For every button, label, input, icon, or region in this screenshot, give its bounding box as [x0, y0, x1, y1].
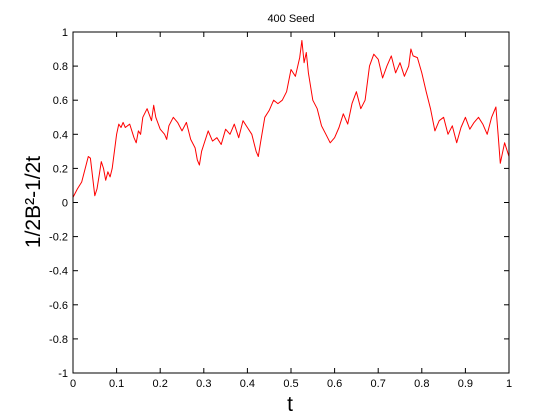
x-tick-label: 0.8: [414, 378, 429, 390]
chart-title: 400 Seed: [267, 13, 314, 25]
series-line: [72, 40, 510, 198]
x-tick-label: 0.6: [327, 378, 342, 390]
x-tick-label: 0.7: [371, 378, 386, 390]
x-tick-label: 0.9: [458, 378, 473, 390]
y-tick-label: -0.6: [49, 300, 68, 312]
y-tick-label: 0.8: [53, 61, 68, 73]
x-tick-label: 0.3: [196, 378, 211, 390]
x-tick-label: 0.4: [240, 378, 255, 390]
y-tick-label: 1: [62, 27, 68, 39]
x-tick-label: 0.1: [109, 378, 124, 390]
y-tick-label: 0: [62, 198, 68, 210]
y-tick-label: -1: [58, 368, 68, 380]
y-tick-label: -0.4: [49, 266, 68, 278]
x-tick-label: 0.2: [153, 378, 168, 390]
y-tick-label: 0.6: [53, 95, 68, 107]
x-axis-title: t: [287, 393, 293, 416]
x-tick-label: 0.5: [283, 378, 298, 390]
series-layer: [72, 40, 510, 198]
y-axis-title: 1/2B²-1/2t: [22, 156, 45, 248]
y-tick-label: 0.2: [53, 163, 68, 175]
plot-area: [73, 32, 509, 373]
x-tick-label: 0: [70, 378, 76, 390]
x-tick-label: 1: [506, 378, 512, 390]
y-tick-label: 0.4: [53, 129, 68, 141]
y-tick-label: -0.8: [49, 334, 68, 346]
y-tick-label: -0.2: [49, 232, 68, 244]
tick-layer: 0 0.1 0.2 0.3 0.4 0.5 0.6 0.7 0.8 0.9 1 -1 -0.8 -0.6 -…: [49, 27, 512, 390]
